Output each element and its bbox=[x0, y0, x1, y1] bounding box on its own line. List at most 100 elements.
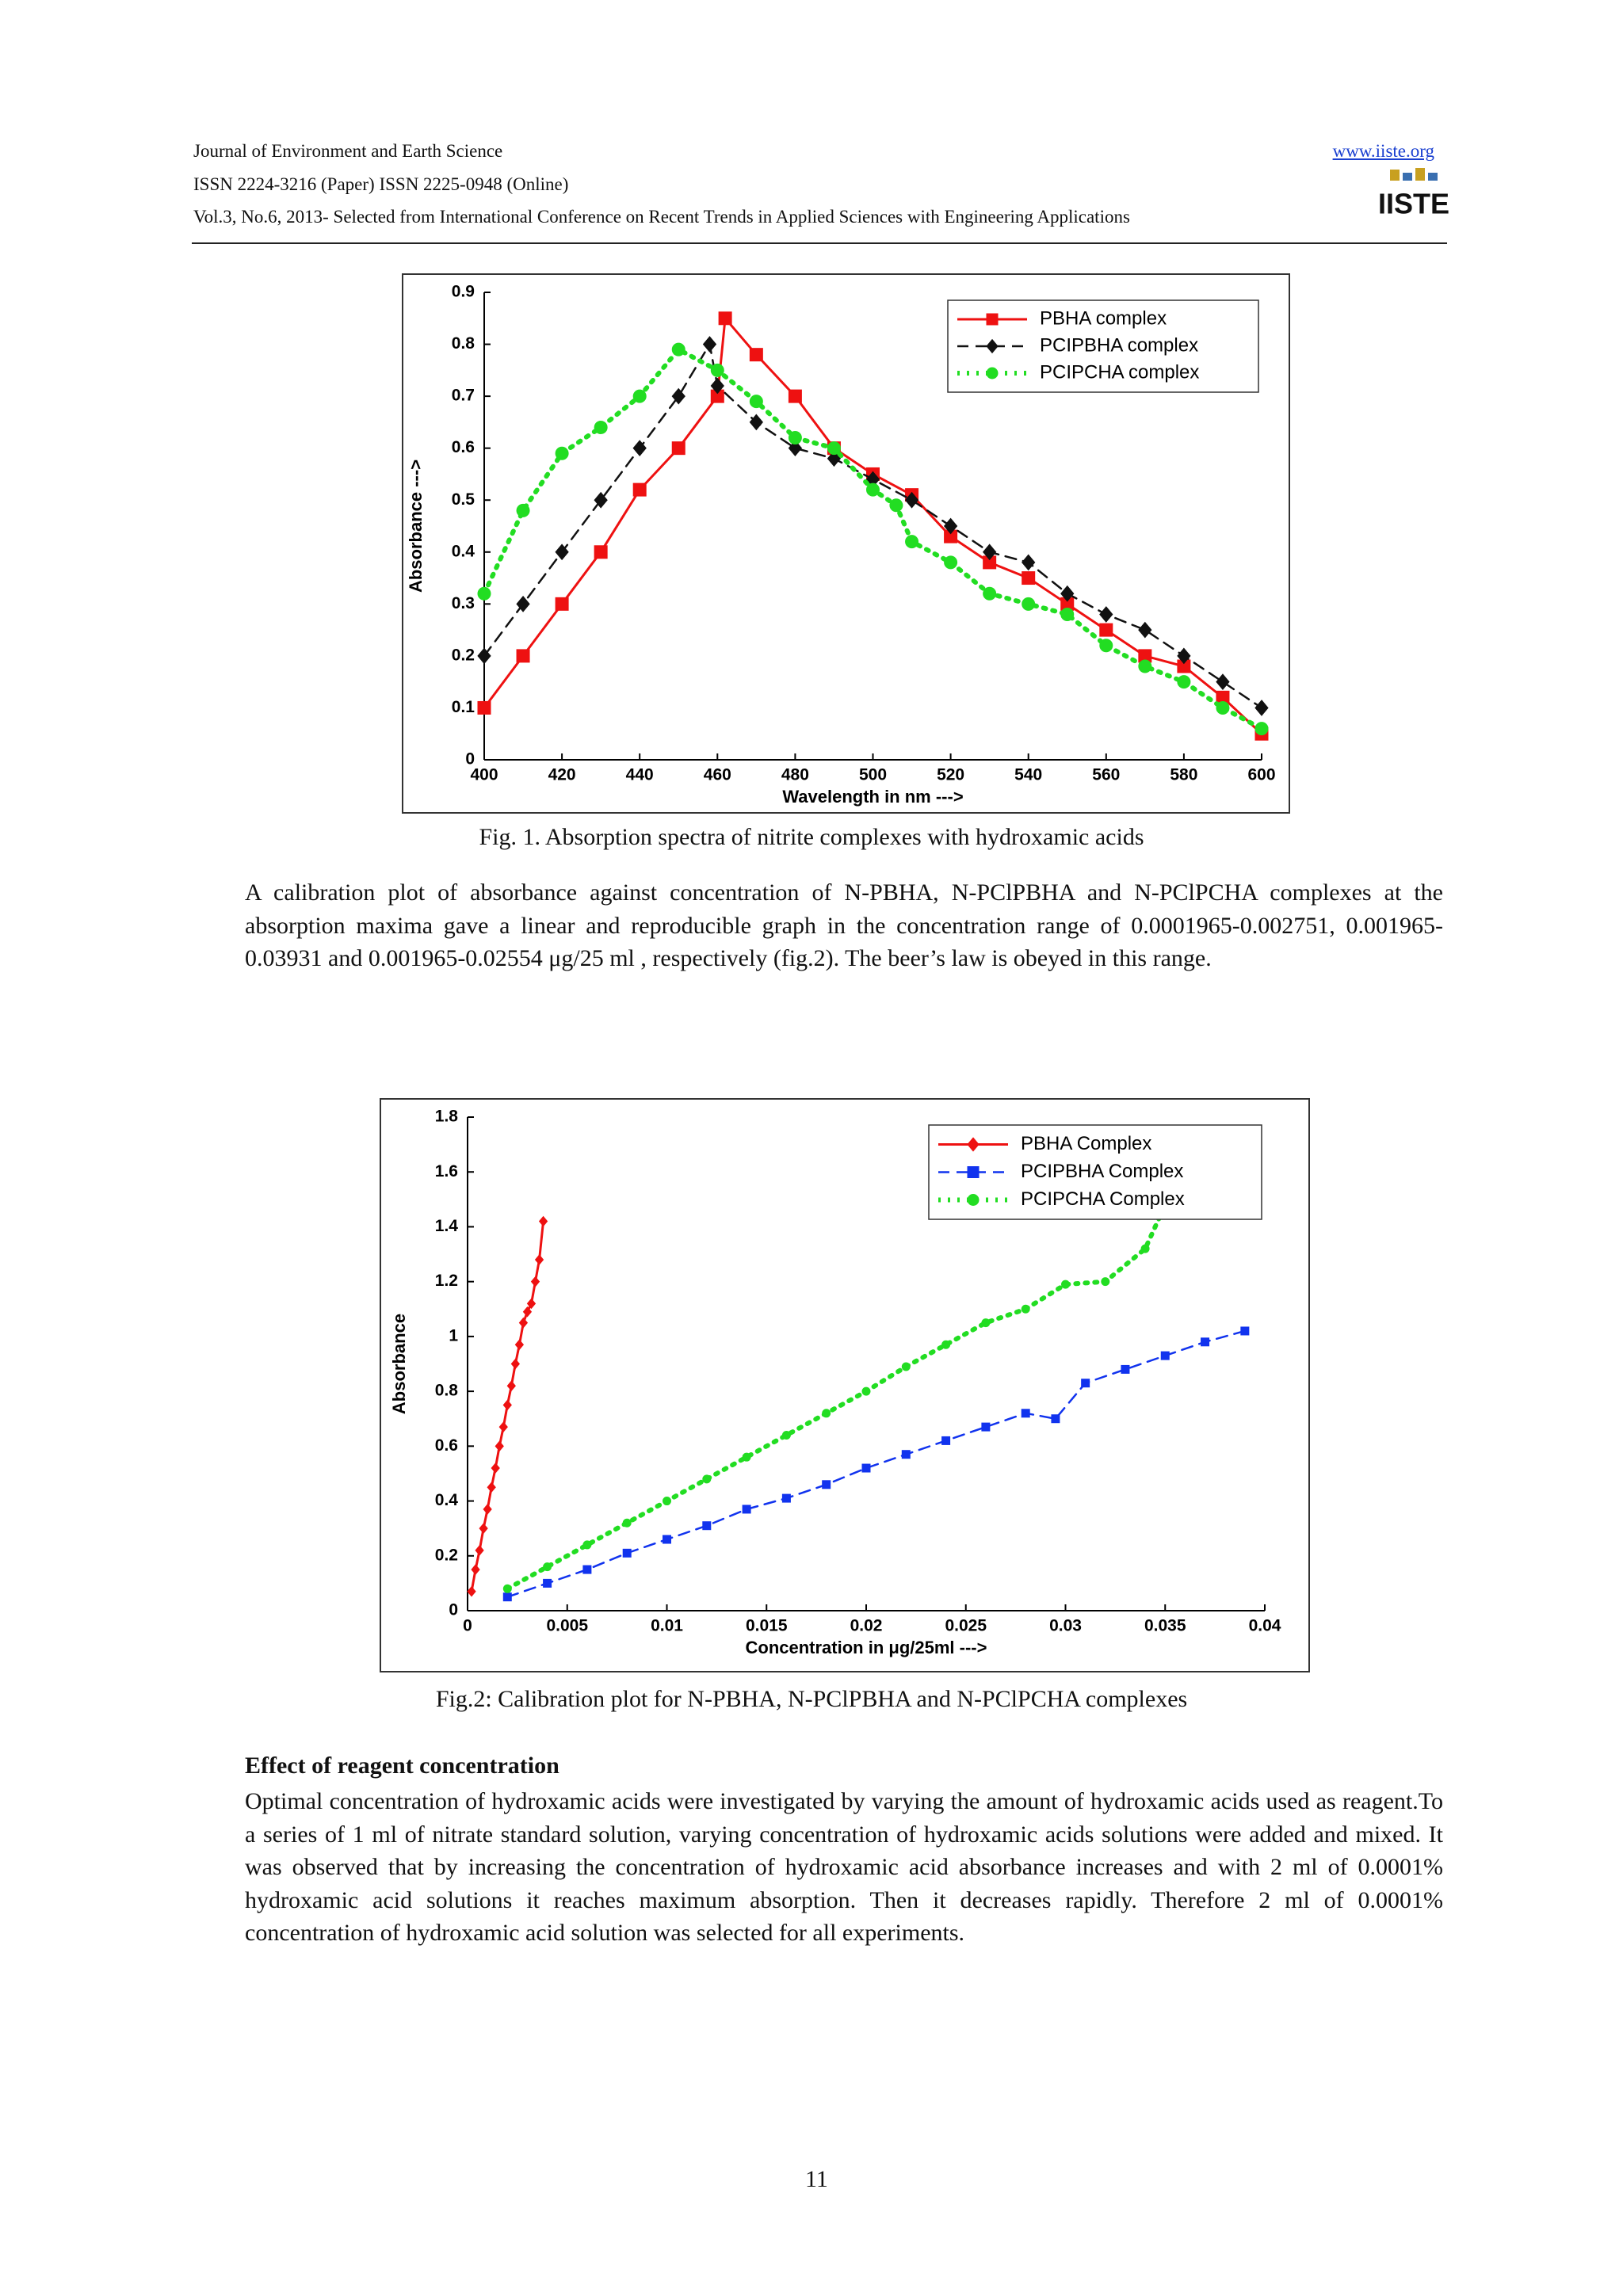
y-tick-label: 1 bbox=[449, 1326, 458, 1344]
marker bbox=[905, 535, 919, 549]
marker bbox=[594, 491, 608, 509]
marker bbox=[1138, 659, 1152, 673]
x-tick-label: 0.005 bbox=[546, 1617, 588, 1635]
y-tick-label: 1.6 bbox=[435, 1162, 458, 1180]
y-tick-label: 1.4 bbox=[435, 1217, 459, 1235]
marker bbox=[530, 1276, 540, 1287]
y-tick-label: 0.6 bbox=[452, 438, 475, 456]
y-tick-label: 0.8 bbox=[435, 1382, 459, 1400]
y-tick-label: 0.7 bbox=[452, 387, 475, 405]
x-tick-label: 440 bbox=[626, 766, 654, 784]
y-tick-label: 0 bbox=[465, 750, 475, 769]
marker bbox=[788, 389, 802, 403]
y-axis-label: Absorbance bbox=[389, 1314, 409, 1414]
marker bbox=[822, 1480, 831, 1489]
marker bbox=[788, 431, 802, 445]
marker bbox=[1216, 700, 1230, 715]
marker bbox=[632, 440, 647, 457]
marker bbox=[467, 1585, 476, 1597]
marker bbox=[986, 313, 999, 326]
x-tick-label: 0.035 bbox=[1144, 1617, 1186, 1635]
marker bbox=[506, 1380, 516, 1391]
marker bbox=[1099, 639, 1113, 653]
x-tick-label: 460 bbox=[704, 766, 731, 784]
marker bbox=[749, 395, 763, 409]
marker bbox=[510, 1358, 521, 1370]
marker bbox=[487, 1482, 496, 1493]
logo: IISTE bbox=[1378, 168, 1449, 220]
marker bbox=[1240, 1326, 1250, 1336]
marker bbox=[861, 1386, 871, 1396]
series-line bbox=[483, 315, 1263, 735]
marker bbox=[788, 440, 803, 457]
marker bbox=[502, 1592, 512, 1602]
marker bbox=[889, 498, 903, 513]
y-axis-label: Absorbance ---> bbox=[406, 460, 426, 593]
marker bbox=[967, 1194, 980, 1206]
marker bbox=[538, 1215, 548, 1227]
y-tick-label: 0.8 bbox=[452, 334, 475, 353]
journal: Journal of Environment and Earth Science bbox=[193, 141, 503, 161]
marker bbox=[1101, 1277, 1110, 1287]
marker bbox=[981, 1422, 991, 1432]
x-tick-label: 540 bbox=[1014, 766, 1042, 784]
marker bbox=[514, 1339, 525, 1351]
paragraph: Optimal concentration of hydroxamic acid… bbox=[245, 1788, 1443, 1946]
chart: 0 0.2 0.4 0.6 0.8 1 1.2 1.4 1.6 1.8 0 0.005 0.01 0.01… bbox=[380, 1098, 1310, 1672]
marker bbox=[479, 1523, 488, 1534]
url[interactable]: www.iiste.org bbox=[1332, 141, 1434, 161]
marker bbox=[941, 1340, 951, 1349]
marker bbox=[967, 1166, 980, 1178]
y-tick-label: 0.2 bbox=[435, 1546, 458, 1564]
marker bbox=[781, 1430, 791, 1440]
marker bbox=[742, 1505, 751, 1514]
paragraph: A calibration plot of absorbance against… bbox=[245, 879, 1443, 971]
y-tick-label: 0.4 bbox=[452, 542, 475, 560]
marker bbox=[941, 1436, 951, 1445]
marker bbox=[1254, 700, 1269, 716]
issn: ISSN 2224-3216 (Paper) ISSN 2225-0948 (O… bbox=[193, 174, 569, 194]
y-tick-label: 0.5 bbox=[452, 490, 475, 509]
marker bbox=[671, 342, 685, 357]
marker bbox=[555, 543, 569, 561]
marker bbox=[986, 338, 999, 354]
marker bbox=[1022, 571, 1036, 585]
marker bbox=[491, 1463, 500, 1474]
marker bbox=[718, 311, 732, 326]
marker bbox=[901, 1362, 911, 1371]
marker bbox=[543, 1578, 552, 1588]
marker bbox=[982, 543, 997, 561]
marker bbox=[1022, 554, 1036, 571]
y-tick-label: 0.2 bbox=[452, 646, 475, 664]
marker bbox=[483, 1504, 492, 1515]
marker bbox=[702, 1474, 712, 1484]
marker bbox=[904, 491, 919, 509]
marker bbox=[1121, 1364, 1130, 1374]
marker bbox=[1201, 1337, 1210, 1347]
marker bbox=[749, 414, 764, 431]
marker bbox=[663, 1535, 671, 1544]
marker bbox=[582, 1565, 592, 1574]
marker bbox=[1138, 621, 1152, 639]
marker bbox=[981, 1318, 991, 1328]
marker bbox=[986, 367, 999, 379]
marker bbox=[543, 1562, 552, 1572]
marker bbox=[1177, 675, 1191, 689]
marker bbox=[1021, 1304, 1030, 1314]
marker bbox=[516, 503, 530, 517]
marker bbox=[477, 586, 491, 601]
marker bbox=[1061, 1280, 1070, 1289]
marker bbox=[555, 597, 569, 611]
marker bbox=[477, 700, 491, 715]
marker bbox=[594, 545, 608, 559]
x-tick-label: 400 bbox=[470, 766, 498, 784]
marker bbox=[622, 1548, 632, 1558]
marker bbox=[502, 1584, 512, 1593]
marker bbox=[1140, 1244, 1150, 1253]
x-tick-label: 0.01 bbox=[651, 1617, 683, 1635]
marker bbox=[710, 377, 724, 395]
logo-text: IISTE bbox=[1378, 188, 1449, 220]
legend-label: PCIPCHA Complex bbox=[1021, 1188, 1185, 1210]
marker bbox=[477, 647, 491, 665]
